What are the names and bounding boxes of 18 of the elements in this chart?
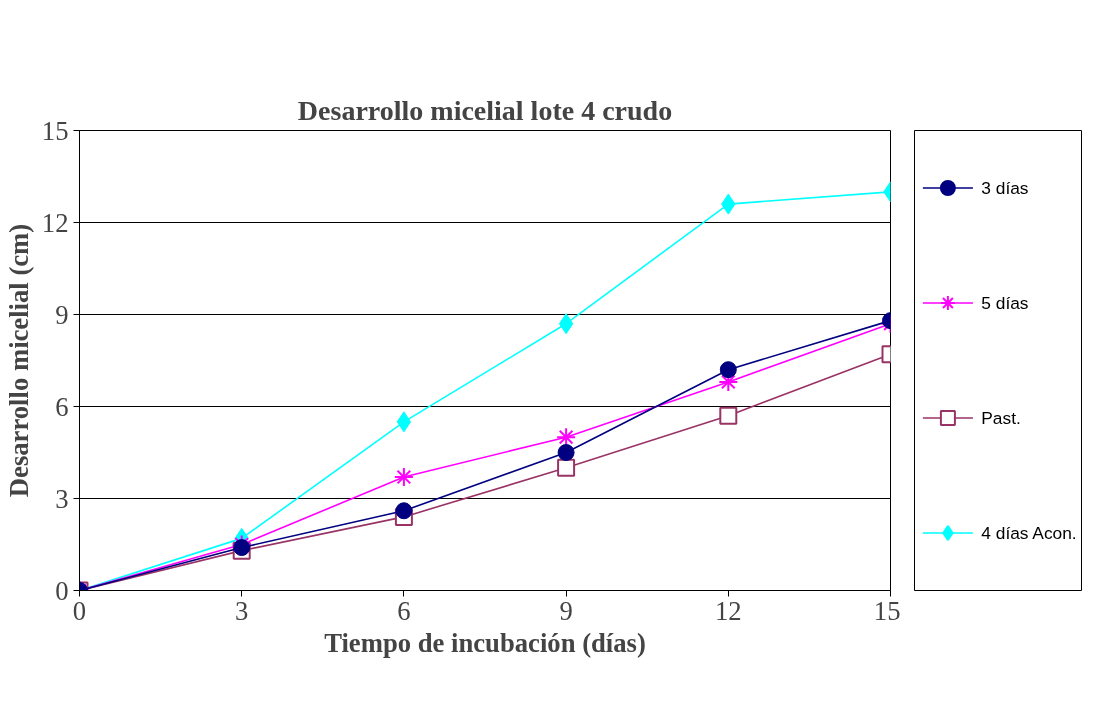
legend-label: Past.	[981, 408, 1021, 428]
x-tick-label: 12	[714, 595, 742, 626]
y-tick-label: 0	[55, 575, 69, 606]
y-tick-label: 6	[55, 391, 69, 422]
x-tick-label: 9	[559, 595, 573, 626]
chart-title: Desarrollo micelial lote 4 crudo	[297, 94, 673, 126]
y-axis-title: Desarrollo micelial (cm)	[3, 223, 34, 498]
x-tick-label: 6	[397, 595, 411, 626]
legend-label: 3 días	[981, 178, 1029, 198]
y-tick-label: 9	[55, 299, 69, 330]
y-tick-label: 3	[55, 483, 69, 514]
x-axis-title: Tiempo de incubación (días)	[324, 627, 646, 658]
y-tick-label: 15	[41, 115, 69, 146]
x-tick-label: 3	[235, 595, 249, 626]
x-tick-label: 15	[873, 595, 901, 626]
y-tick-label: 12	[41, 207, 69, 238]
legend-label: 4 días Acon.	[981, 523, 1077, 543]
legend-label: 5 días	[981, 293, 1029, 313]
